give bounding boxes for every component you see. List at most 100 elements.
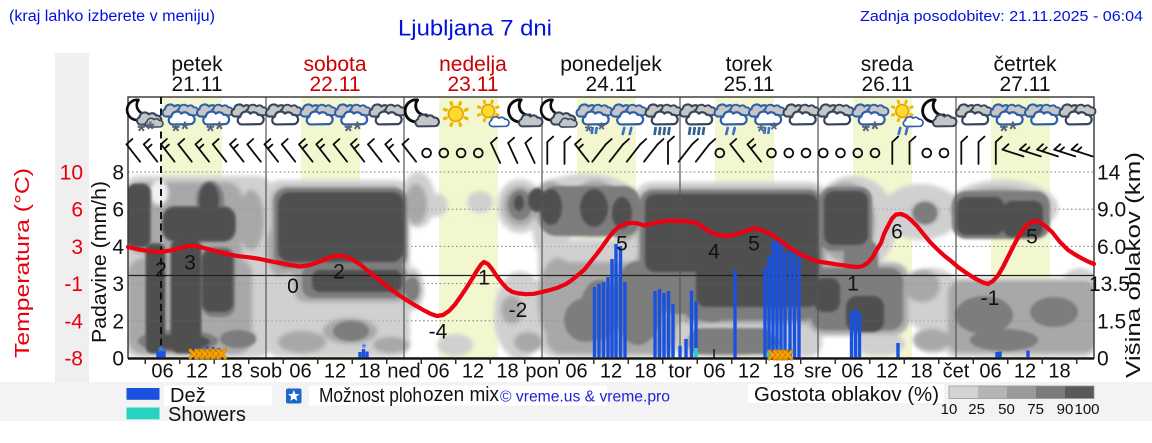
svg-text:6: 6 <box>112 199 124 222</box>
svg-text:Dež: Dež <box>170 385 206 407</box>
svg-text:18: 18 <box>496 361 518 383</box>
svg-text:*: * <box>146 118 155 141</box>
svg-text:3: 3 <box>71 236 83 259</box>
svg-text:06: 06 <box>289 361 311 383</box>
svg-text:90: 90 <box>1057 401 1074 418</box>
svg-text:torek: torek <box>726 53 773 76</box>
svg-text:10: 10 <box>60 162 83 185</box>
svg-text:-4: -4 <box>64 310 83 333</box>
svg-text:12: 12 <box>462 361 484 383</box>
svg-text:18: 18 <box>358 361 380 383</box>
svg-text:6: 6 <box>891 221 903 244</box>
svg-text:ponedeljek: ponedeljek <box>560 53 662 76</box>
svg-text:*: * <box>585 122 593 143</box>
svg-text:*: * <box>158 344 165 361</box>
svg-text:*: * <box>871 118 880 141</box>
svg-text:0: 0 <box>287 275 299 298</box>
svg-text:*: * <box>172 120 181 143</box>
svg-text:*: * <box>362 341 367 355</box>
svg-text:sob: sob <box>250 361 282 383</box>
svg-text:4: 4 <box>112 236 124 259</box>
svg-text:12: 12 <box>324 361 346 383</box>
svg-text:4: 4 <box>708 241 720 264</box>
svg-text:1.5: 1.5 <box>1097 310 1126 333</box>
svg-text:tor: tor <box>668 361 692 383</box>
svg-text:21.11: 21.11 <box>172 73 223 96</box>
svg-text:-2: -2 <box>509 299 528 322</box>
svg-text:5: 5 <box>616 233 628 256</box>
svg-text:ned: ned <box>387 361 420 383</box>
svg-text:Padavine (mm/h): Padavine (mm/h) <box>89 181 111 343</box>
svg-text:12: 12 <box>738 361 760 383</box>
svg-text:5: 5 <box>1026 226 1038 249</box>
svg-text:Showers: Showers <box>168 404 246 426</box>
svg-text:06: 06 <box>979 361 1001 383</box>
svg-text:6: 6 <box>71 199 83 222</box>
svg-text:*: * <box>215 118 224 141</box>
svg-text:18: 18 <box>1048 361 1070 383</box>
svg-text:*: * <box>862 120 871 143</box>
svg-text:06: 06 <box>703 361 725 383</box>
svg-text:*: * <box>598 120 606 141</box>
svg-text:3: 3 <box>184 252 196 275</box>
svg-text:6.0: 6.0 <box>1097 236 1126 259</box>
svg-text:23.11: 23.11 <box>448 73 499 96</box>
svg-text:10: 10 <box>941 401 958 418</box>
svg-text:-1: -1 <box>64 273 83 296</box>
svg-text:12: 12 <box>186 361 208 383</box>
svg-text:50: 50 <box>998 401 1015 418</box>
svg-text:9.0: 9.0 <box>1097 199 1126 222</box>
svg-text:čet: čet <box>943 361 970 383</box>
svg-text:četrtek: četrtek <box>993 53 1057 76</box>
svg-text:nedelja: nedelja <box>439 53 507 76</box>
svg-text:sobota: sobota <box>303 53 366 76</box>
svg-text:27.11: 27.11 <box>1000 73 1051 96</box>
svg-text:25: 25 <box>968 401 985 418</box>
svg-text:*: * <box>181 118 190 141</box>
svg-text:petek: petek <box>171 53 223 76</box>
svg-text:18: 18 <box>910 361 932 383</box>
svg-text:*: * <box>344 120 353 143</box>
svg-text:13.5: 13.5 <box>1089 273 1130 296</box>
svg-text:*: * <box>137 120 146 143</box>
svg-text:Gostota oblakov (%): Gostota oblakov (%) <box>754 384 939 406</box>
svg-text:*: * <box>757 122 765 143</box>
svg-text:*: * <box>353 118 362 141</box>
svg-text:06: 06 <box>565 361 587 383</box>
svg-text:-1: -1 <box>981 287 1000 310</box>
svg-text:0: 0 <box>112 348 124 371</box>
svg-text:0: 0 <box>1097 348 1109 371</box>
svg-text:3: 3 <box>112 273 124 296</box>
svg-text:Možnost ploh: Možnost ploh <box>319 385 422 407</box>
svg-text:5: 5 <box>748 233 760 256</box>
svg-text:-4: -4 <box>429 321 448 344</box>
svg-text:8: 8 <box>112 162 124 185</box>
svg-text:*: * <box>1009 118 1018 141</box>
svg-text:© vreme.us & vreme.pro: © vreme.us & vreme.pro <box>500 389 670 406</box>
svg-text:26.11: 26.11 <box>862 73 913 96</box>
svg-text:06: 06 <box>427 361 449 383</box>
svg-text:sreda: sreda <box>861 53 914 76</box>
svg-text:18: 18 <box>772 361 794 383</box>
svg-text:06: 06 <box>841 361 863 383</box>
svg-text:Ljubljana 7 dni: Ljubljana 7 dni <box>398 16 552 41</box>
svg-text:ozen mix: ozen mix <box>423 384 499 406</box>
svg-text:12: 12 <box>600 361 622 383</box>
svg-text:18: 18 <box>220 361 242 383</box>
svg-text:12: 12 <box>876 361 898 383</box>
svg-text:12: 12 <box>1014 361 1036 383</box>
svg-text:2: 2 <box>112 310 124 333</box>
svg-text:-8: -8 <box>64 348 83 371</box>
svg-text:pon: pon <box>525 361 558 383</box>
svg-text:1: 1 <box>478 267 490 290</box>
svg-text:*: * <box>770 120 778 141</box>
svg-text:06: 06 <box>151 361 173 383</box>
svg-text:Višina oblakov (km): Višina oblakov (km) <box>1123 152 1145 378</box>
svg-text:sre: sre <box>804 361 832 383</box>
svg-text:24.11: 24.11 <box>586 73 637 96</box>
svg-text:14: 14 <box>1097 162 1121 185</box>
svg-text:1: 1 <box>847 273 859 296</box>
svg-text:*: * <box>206 120 215 143</box>
svg-text:(kraj lahko izberete v meniju): (kraj lahko izberete v meniju) <box>9 8 215 25</box>
svg-text:2: 2 <box>333 261 345 284</box>
